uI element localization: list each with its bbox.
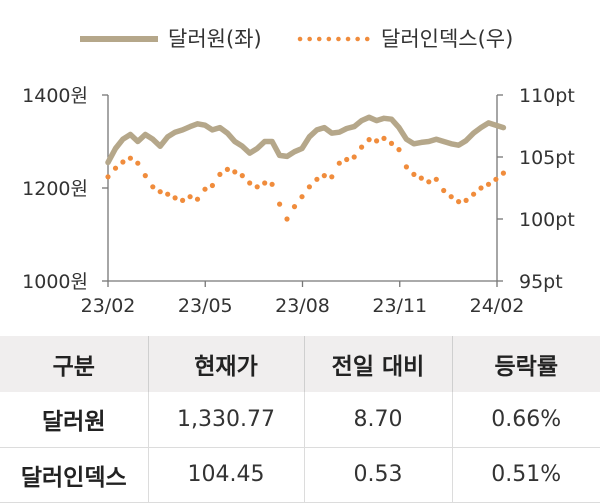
header-change-rate: 등락률 <box>494 354 558 380</box>
legend: 달러원(좌) 달러인덱스(우) <box>80 27 513 51</box>
dxy-point <box>471 191 477 197</box>
quote-table: 구분 현재가 전일 대비 등락률 달러원 1,330.77 8.70 0.66%… <box>0 336 600 503</box>
dxy-point <box>247 180 253 186</box>
legend-label-dxy: 달러인덱스(우) <box>381 27 513 51</box>
dxy-point <box>500 170 506 176</box>
dxy-point <box>321 173 327 179</box>
x-tick-label: 23/11 <box>372 295 427 317</box>
dxy-point <box>433 176 439 182</box>
dxy-point <box>209 182 215 189</box>
dxy-point <box>224 166 230 172</box>
row-change: 0.53 <box>304 447 453 502</box>
dxy-point <box>493 176 499 182</box>
right-tick-label: 110pt <box>519 85 575 107</box>
dxy-point <box>202 186 208 192</box>
dxy-point <box>277 201 283 207</box>
dxy-point <box>165 191 171 197</box>
dxy-point <box>441 187 447 194</box>
table-row: 달러원 1,330.77 8.70 0.66% <box>0 392 600 447</box>
dxy-point <box>403 164 409 170</box>
header-current-price: 현재가 <box>148 336 305 392</box>
dxy-point <box>194 196 201 202</box>
dxy-point <box>105 174 111 180</box>
dxy-point <box>269 181 275 187</box>
dxy-point <box>284 216 290 222</box>
exchange-rate-chart: 달러원(좌) 달러인덱스(우) 1400원 1200원 1000원 110pt 105… <box>22 27 575 317</box>
dxy-point <box>120 159 126 165</box>
dxy-point <box>418 175 424 181</box>
dxy-point <box>388 140 395 146</box>
dxy-point <box>485 181 492 187</box>
row-change: 8.70 <box>304 392 453 447</box>
left-tick-label: 1200원 <box>22 178 88 200</box>
series-points-dxy <box>105 135 506 222</box>
dxy-point <box>150 184 156 190</box>
dxy-point <box>112 165 119 171</box>
dxy-point <box>366 137 372 143</box>
dxy-point <box>411 171 417 177</box>
row-change-rate: 0.51% <box>491 462 562 487</box>
right-axis-ticks: 110pt 105pt 100pt 95pt <box>497 85 575 293</box>
x-tick-label: 23/02 <box>81 295 136 317</box>
dxy-point <box>299 194 305 200</box>
dxy-point <box>262 180 268 186</box>
plot-frame <box>107 95 498 282</box>
dxy-point <box>448 194 454 200</box>
header-change: 전일 대비 <box>304 336 453 392</box>
row-current-price: 104.45 <box>148 447 305 502</box>
dxy-point <box>217 171 223 177</box>
dxy-point <box>426 179 432 185</box>
dxy-point <box>381 135 387 141</box>
right-tick-label: 95pt <box>519 271 563 293</box>
dxy-point <box>291 204 298 210</box>
dxy-point <box>478 185 484 191</box>
table-header-row: 구분 현재가 전일 대비 등락률 <box>0 336 600 392</box>
dxy-point <box>344 156 350 163</box>
dxy-point <box>463 197 469 203</box>
dxy-point <box>232 169 238 175</box>
x-tick-label: 23/08 <box>275 295 330 317</box>
header-category: 구분 <box>0 336 149 392</box>
table-row: 달러인덱스 104.45 0.53 0.51% <box>0 447 600 502</box>
row-name: 달러인덱스 <box>0 447 149 502</box>
x-tick-label: 24/02 <box>470 295 525 317</box>
left-axis-ticks: 1400원 1200원 1000원 <box>22 85 108 293</box>
series-line-usdkrw <box>105 114 507 166</box>
dxy-point <box>336 160 342 166</box>
dxy-point <box>157 189 163 195</box>
row-current-price: 1,330.77 <box>148 392 305 447</box>
dxy-point <box>142 173 148 179</box>
dxy-point <box>314 176 320 182</box>
dxy-point <box>359 144 365 150</box>
dxy-point <box>187 194 193 200</box>
x-tick-label: 23/05 <box>178 295 233 317</box>
dxy-point <box>239 173 245 179</box>
dxy-point <box>180 197 186 203</box>
right-tick-label: 105pt <box>519 147 575 169</box>
dxy-point <box>351 154 357 160</box>
dxy-point <box>135 160 141 166</box>
dxy-point <box>374 138 380 144</box>
row-name: 달러원 <box>0 392 149 447</box>
row-change-rate: 0.66% <box>491 406 562 432</box>
dxy-point <box>254 184 260 190</box>
x-axis-ticks: 23/02 23/05 23/08 23/11 24/02 <box>81 281 525 317</box>
right-tick-label: 100pt <box>519 209 575 231</box>
dxy-point <box>172 195 178 201</box>
left-tick-label: 1400원 <box>22 85 88 107</box>
dxy-point <box>396 147 402 153</box>
dxy-point <box>329 174 335 180</box>
left-tick-label: 1000원 <box>22 271 88 293</box>
dxy-point <box>456 199 462 205</box>
legend-label-usdkrw: 달러원(좌) <box>168 27 262 51</box>
dxy-point <box>306 184 312 190</box>
dxy-point <box>127 155 133 161</box>
